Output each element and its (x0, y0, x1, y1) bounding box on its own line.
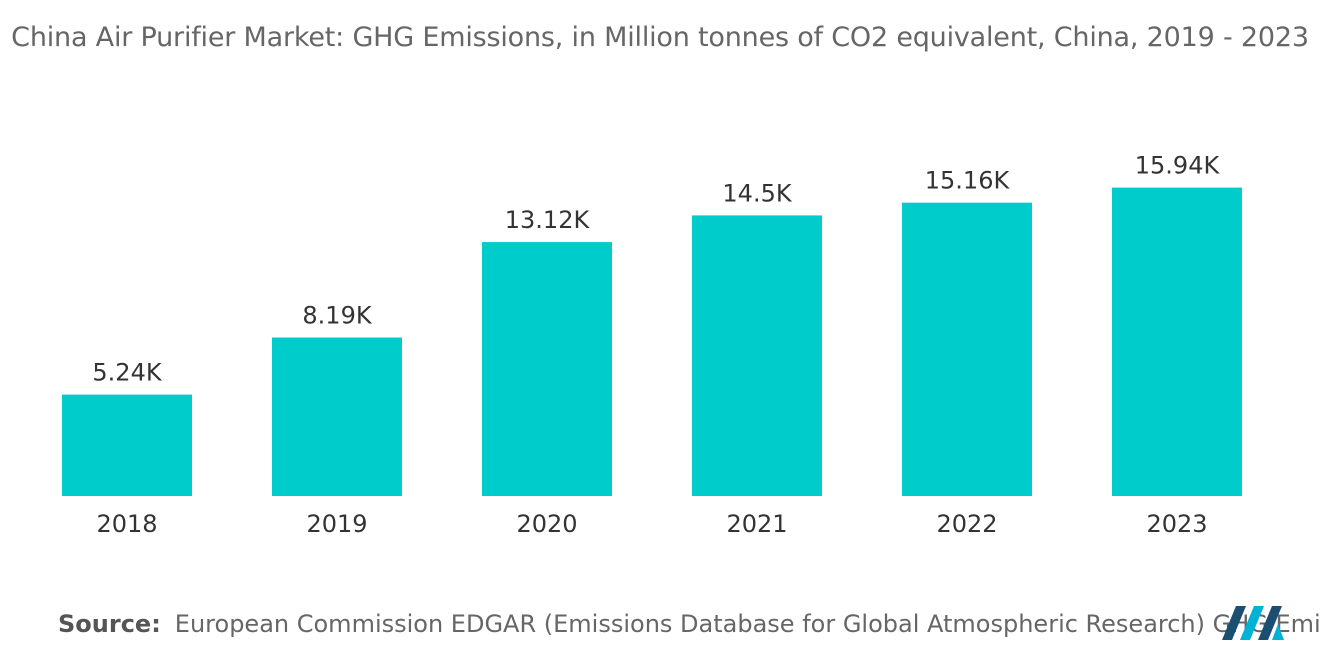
value-label-2020: 13.12K (505, 206, 591, 234)
bar-2019 (272, 337, 402, 496)
bar-2021 (692, 215, 822, 496)
x-tick-label-2020: 2020 (516, 510, 577, 538)
chart-title: China Air Purifier Market: GHG Emissions… (11, 22, 1309, 53)
brand-logo-icon (1222, 606, 1284, 640)
x-tick-label-2019: 2019 (306, 510, 367, 538)
x-tick-label-2018: 2018 (96, 510, 157, 538)
bar-2023 (1112, 187, 1242, 496)
source-line: Source: European Commission EDGAR (Emissi… (58, 610, 1320, 638)
value-label-2019: 8.19K (302, 302, 372, 330)
x-tick-label-2022: 2022 (936, 510, 997, 538)
bar-2018 (62, 394, 192, 496)
value-label-2022: 15.16K (925, 167, 1011, 195)
bar-2022 (902, 202, 1032, 496)
source-text: European Commission EDGAR (Emissions Dat… (174, 610, 1320, 638)
value-label-2021: 14.5K (722, 179, 792, 207)
x-tick-label-2021: 2021 (726, 510, 787, 538)
value-label-2023: 15.94K (1135, 152, 1221, 180)
value-labels-layer: 5.24K 8.19K 13.12K 14.5K 15.16K 15.94K (92, 152, 1220, 387)
x-tick-label-2023: 2023 (1146, 510, 1207, 538)
source-label: Source: (58, 610, 161, 638)
bars-layer (62, 187, 1242, 496)
bar-2020 (482, 242, 612, 496)
value-label-2018: 5.24K (92, 359, 162, 387)
x-tick-labels-layer: 2018 2019 2020 2021 2022 2023 (96, 510, 1207, 538)
